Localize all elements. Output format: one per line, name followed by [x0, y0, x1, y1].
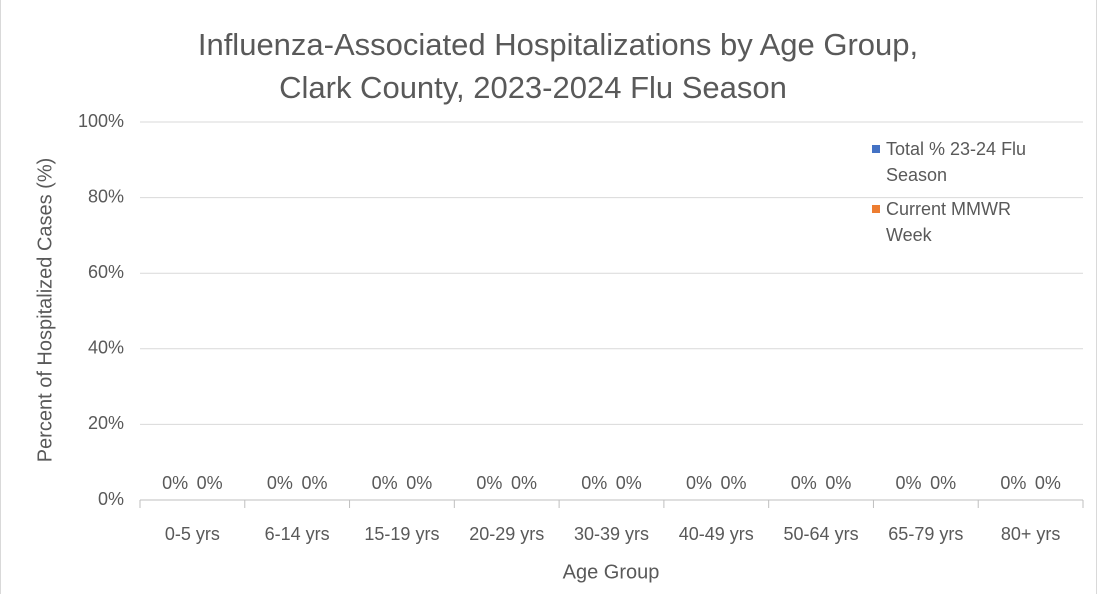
value-label: 0%	[930, 473, 956, 493]
x-tick-label: 20-29 yrs	[469, 524, 544, 544]
value-label: 0%	[372, 473, 398, 493]
chart-title: Influenza-Associated Hospitalizations by…	[198, 27, 918, 62]
legend-swatch	[872, 205, 880, 213]
x-tick-label: 15-19 yrs	[364, 524, 439, 544]
y-tick-label: 60%	[88, 262, 124, 282]
x-tick-label: 65-79 yrs	[888, 524, 963, 544]
chart-title: Clark County, 2023-2024 Flu Season	[279, 70, 787, 105]
x-axis-title: Age Group	[563, 561, 660, 583]
x-tick-label: 50-64 yrs	[784, 524, 859, 544]
y-tick-label: 0%	[98, 489, 124, 509]
value-label: 0%	[476, 473, 502, 493]
value-label: 0%	[825, 473, 851, 493]
x-tick-label: 6-14 yrs	[265, 524, 330, 544]
value-label: 0%	[511, 473, 537, 493]
legend-label: Current MMWR Week	[886, 199, 1011, 245]
value-label: 0%	[896, 473, 922, 493]
y-axis-title: Percent of Hospitalized Cases (%)	[34, 158, 56, 463]
x-tick-label: 0-5 yrs	[165, 524, 220, 544]
y-tick-label: 40%	[88, 338, 124, 358]
value-label: 0%	[686, 473, 712, 493]
legend: Total % 23-24 Flu Season Current MMWR Wee…	[872, 136, 1057, 256]
value-label: 0%	[721, 473, 747, 493]
value-label: 0%	[1035, 473, 1061, 493]
value-label: 0%	[1000, 473, 1026, 493]
x-tick-label: 40-49 yrs	[679, 524, 754, 544]
value-label: 0%	[162, 473, 188, 493]
x-tick-label: 80+ yrs	[1001, 524, 1061, 544]
legend-label: Total % 23-24 Flu Season	[886, 139, 1027, 185]
legend-item: Current MMWR Week	[872, 196, 1057, 248]
value-label: 0%	[301, 473, 327, 493]
legend-swatch	[872, 145, 880, 153]
x-tick-label: 30-39 yrs	[574, 524, 649, 544]
legend-item: Total % 23-24 Flu Season	[872, 136, 1057, 188]
y-tick-label: 80%	[88, 186, 124, 206]
value-label: 0%	[197, 473, 223, 493]
y-tick-label: 20%	[88, 413, 124, 433]
value-label: 0%	[267, 473, 293, 493]
value-label: 0%	[616, 473, 642, 493]
y-tick-label: 100%	[78, 111, 124, 131]
value-label: 0%	[406, 473, 432, 493]
value-label: 0%	[581, 473, 607, 493]
value-label: 0%	[791, 473, 817, 493]
